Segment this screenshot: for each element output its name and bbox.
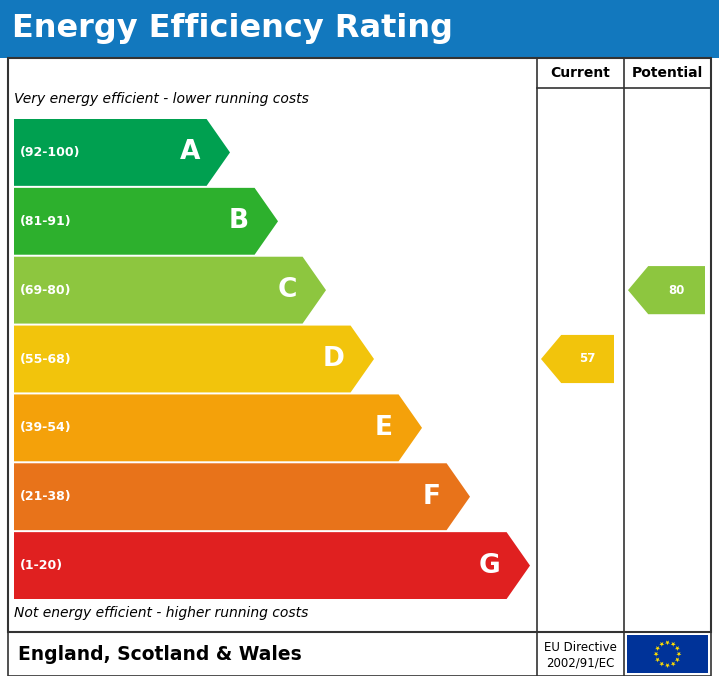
Bar [8,58,711,632]
Text: (1-20): (1-20) [20,559,63,572]
Polygon shape [14,394,422,461]
Text: (39-54): (39-54) [20,421,72,435]
Text: England, Scotland & Wales: England, Scotland & Wales [18,644,302,664]
Bar [627,635,708,673]
Polygon shape [659,662,664,667]
Bar [8,632,711,676]
Polygon shape [677,652,682,656]
Text: E: E [375,415,393,441]
Text: (21-38): (21-38) [20,490,72,503]
Text: Potential: Potential [632,66,703,80]
Text: A: A [180,139,201,166]
Text: G: G [479,552,500,579]
Text: 80: 80 [669,284,684,297]
Polygon shape [659,642,664,647]
Polygon shape [665,663,670,668]
Polygon shape [675,646,680,651]
Text: (55-68): (55-68) [20,352,72,366]
Text: C: C [278,277,297,303]
Text: Current: Current [551,66,610,80]
Polygon shape [654,652,659,656]
Bar [0,0,719,58]
Polygon shape [671,662,676,667]
Polygon shape [665,640,670,646]
Polygon shape [655,646,660,651]
Polygon shape [671,642,676,647]
Polygon shape [655,658,660,662]
Polygon shape [14,532,530,599]
Text: B: B [229,208,249,235]
Text: EU Directive: EU Directive [544,641,617,654]
Text: (69-80): (69-80) [20,284,71,297]
Bar [8,58,711,632]
Text: Not energy efficient - higher running costs: Not energy efficient - higher running co… [14,606,308,620]
Polygon shape [14,326,374,393]
Polygon shape [541,335,614,383]
Polygon shape [14,463,470,530]
Text: D: D [323,346,344,372]
Text: (81-91): (81-91) [20,215,72,228]
Text: Energy Efficiency Rating: Energy Efficiency Rating [12,14,453,45]
Text: Very energy efficient - lower running costs: Very energy efficient - lower running co… [14,92,309,106]
Text: 2002/91/EC: 2002/91/EC [546,656,615,669]
Polygon shape [14,257,326,324]
Polygon shape [675,658,680,662]
Polygon shape [14,119,230,186]
Text: F: F [423,484,441,510]
Polygon shape [628,266,705,314]
Text: (92-100): (92-100) [20,146,81,159]
Text: 57: 57 [580,352,596,366]
Polygon shape [14,188,278,255]
